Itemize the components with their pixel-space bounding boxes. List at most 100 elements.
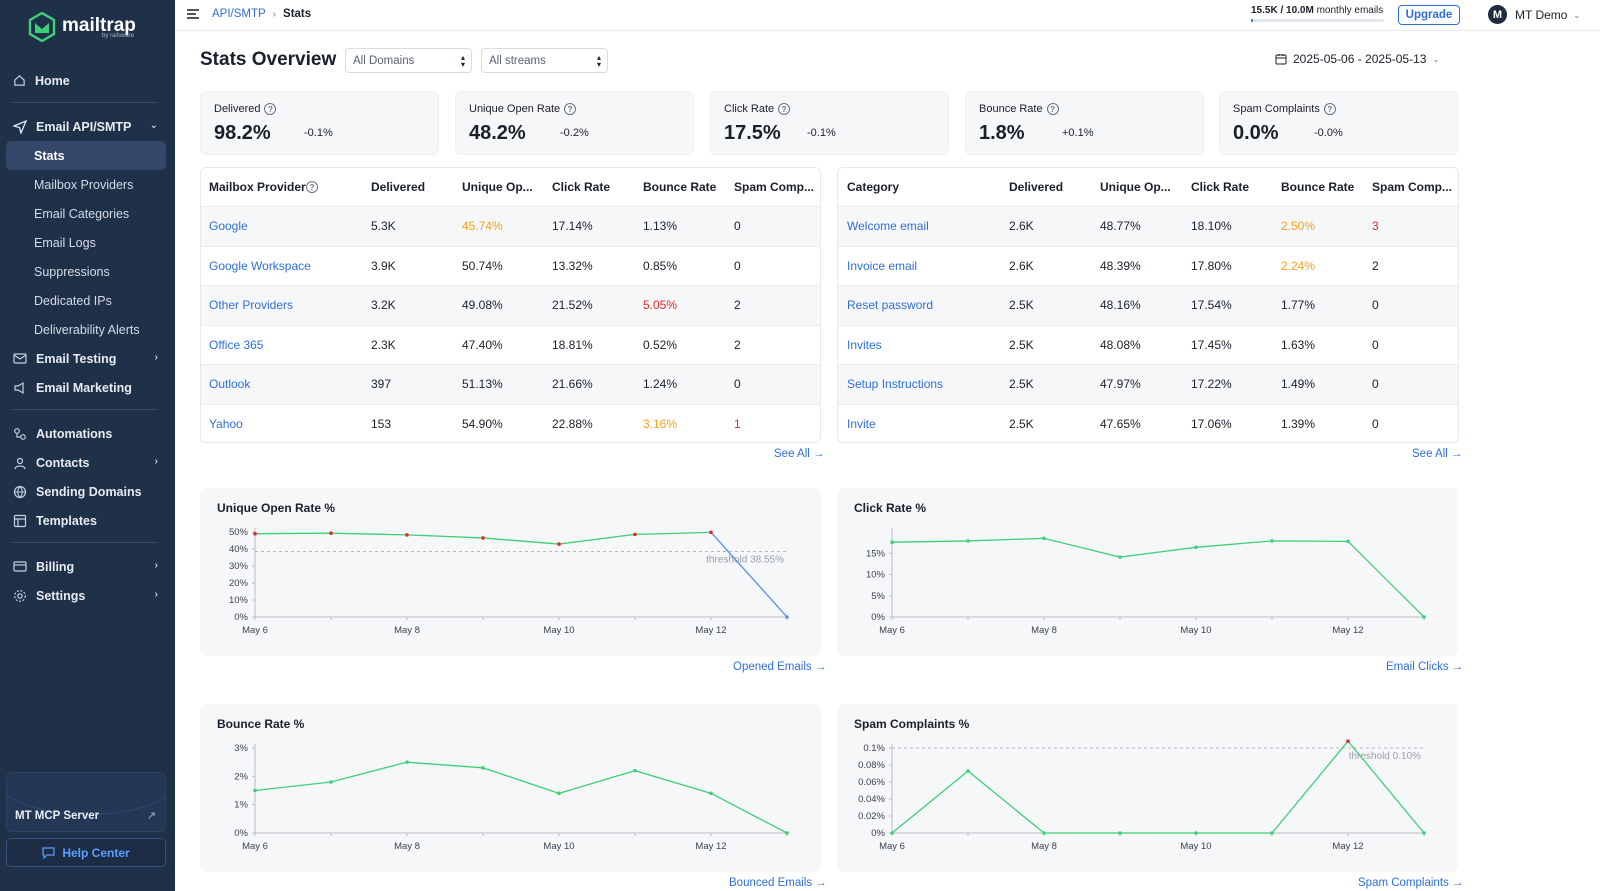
breadcrumb-stats: Stats <box>283 8 312 20</box>
table-cell: 397 <box>371 377 392 391</box>
breadcrumb-api-smtp[interactable]: API/SMTP <box>212 8 266 20</box>
column-header[interactable]: Click Rate <box>1191 180 1250 194</box>
column-header[interactable]: Spam Comp... <box>1372 180 1452 194</box>
nav-deliverability-alerts[interactable]: Deliverability Alerts <box>34 322 140 337</box>
chevron-down-icon: ⌄ <box>1573 10 1581 20</box>
nav-dedicated-ips[interactable]: Dedicated IPs <box>34 293 112 308</box>
kpi-delta: +0.1% <box>1062 127 1094 139</box>
table-cell: 2.5K <box>1009 416 1034 431</box>
series-segment <box>1347 540 1425 618</box>
help-icon[interactable]: ? <box>778 103 791 115</box>
menu-icon[interactable] <box>186 8 200 20</box>
nav-email-logs[interactable]: Email Logs <box>34 235 96 250</box>
table-cell: 0.85% <box>643 258 678 273</box>
chart-title: Spam Complaints % <box>854 717 970 731</box>
nav-stats[interactable]: Stats <box>6 141 166 170</box>
x-tick-label: May 10 <box>543 625 574 636</box>
row-name-link[interactable]: Outlook <box>209 377 251 391</box>
stream-select[interactable]: All streams ▴ ▾ <box>481 48 608 73</box>
kpi-label: Spam Complaints <box>1233 103 1320 115</box>
series-segment <box>558 533 636 545</box>
see-all-categories-link[interactable]: See All → <box>1412 448 1463 460</box>
row-name-link[interactable]: Setup Instructions <box>847 377 944 391</box>
row-name-link[interactable]: Office 365 <box>209 337 264 352</box>
x-tick-label: May 6 <box>879 625 905 636</box>
column-header[interactable]: Unique Op... <box>1100 180 1171 194</box>
row-name-link[interactable]: Yahoo <box>209 416 243 431</box>
column-header[interactable]: Delivered <box>1009 180 1064 194</box>
series-segment <box>710 792 788 834</box>
upgrade-button[interactable]: Upgrade <box>1398 5 1460 25</box>
chat-icon <box>42 846 55 859</box>
table-row: Welcome email 2.6K 48.77% 18.10% 2.50% 3 <box>838 207 1458 247</box>
column-header[interactable]: Bounce Rate <box>643 180 717 194</box>
nav-mailbox-providers[interactable]: Mailbox Providers <box>34 177 134 192</box>
data-point <box>1270 539 1274 543</box>
data-point <box>785 615 789 619</box>
row-name-link[interactable]: Other Providers <box>209 298 294 312</box>
threshold-label: threshold 38.55% <box>706 554 784 565</box>
user-menu[interactable]: MT Demo ⌄ <box>1515 8 1580 22</box>
nav-contacts[interactable]: Contacts › <box>6 448 166 477</box>
column-header[interactable]: Spam Comp... <box>734 180 814 194</box>
series-segment <box>330 532 408 536</box>
table-cell: 17.45% <box>1191 337 1232 352</box>
bounced-emails-link[interactable]: Bounced Emails → <box>729 877 827 889</box>
kpi-delta: -0.0% <box>1314 127 1343 139</box>
spam-complaints-link[interactable]: Spam Complaints → <box>1358 877 1464 889</box>
help-icon[interactable]: ? <box>1323 103 1336 115</box>
y-tick-label: 0.02% <box>858 811 885 822</box>
row-name-link[interactable]: Invite <box>847 416 876 431</box>
row-name-link[interactable]: Welcome email <box>847 219 929 233</box>
nav-email-categories[interactable]: Email Categories <box>34 206 130 221</box>
mcp-server-card[interactable]: MT MCP Server ↗ <box>6 772 166 832</box>
help-icon[interactable]: ? <box>564 103 577 115</box>
help-center-button[interactable]: Help Center <box>6 838 166 867</box>
help-icon[interactable]: ? <box>306 181 318 193</box>
column-header[interactable]: Bounce Rate <box>1281 180 1355 194</box>
column-header[interactable]: Unique Op... <box>462 180 533 194</box>
series-segment <box>558 770 636 794</box>
opened-emails-link[interactable]: Opened Emails → <box>733 661 827 673</box>
nav-email-marketing-label: Email Marketing <box>36 380 132 395</box>
series-segment <box>634 531 712 536</box>
nav-sending-domains[interactable]: Sending Domains <box>6 477 166 506</box>
help-icon[interactable]: ? <box>264 103 277 115</box>
nav-email-api[interactable]: Email API/SMTP ⌄ <box>6 112 166 141</box>
column-header[interactable]: Mailbox Provider <box>209 180 306 194</box>
table-cell: 21.66% <box>552 377 593 391</box>
table-cell: 45.74% <box>462 219 503 233</box>
email-clicks-link[interactable]: Email Clicks → <box>1386 661 1464 673</box>
nav-templates[interactable]: Templates <box>6 506 166 535</box>
series-segment <box>406 534 484 539</box>
nav-suppressions[interactable]: Suppressions <box>34 264 110 279</box>
row-name-link[interactable]: Google <box>209 219 248 233</box>
table-cell: 3 <box>1372 219 1379 233</box>
date-range-picker[interactable]: 2025-05-06 - 2025-05-13 ⌄ <box>1275 52 1439 66</box>
nav-email-testing[interactable]: Email Testing › <box>6 344 166 373</box>
kpi-value: 1.8% <box>979 122 1025 144</box>
row-name-link[interactable]: Google Workspace <box>209 258 311 273</box>
brand-logo[interactable]: mailtrap by railsware <box>28 12 136 42</box>
data-point <box>1346 539 1350 544</box>
stream-select-value: All streams <box>489 54 546 67</box>
table-cell: 1.24% <box>643 377 678 391</box>
nav-automations[interactable]: Automations <box>6 419 166 448</box>
help-icon[interactable]: ? <box>1046 103 1059 115</box>
nav-email-api-label: Email API/SMTP <box>36 119 132 134</box>
nav-email-marketing[interactable]: Email Marketing <box>6 373 166 402</box>
data-point <box>966 539 970 543</box>
avatar[interactable]: M <box>1488 5 1507 24</box>
nav-home[interactable]: Home <box>6 66 166 95</box>
nav-billing[interactable]: Billing › <box>6 552 166 581</box>
column-header[interactable]: Category <box>847 180 900 194</box>
table-cell: 1.49% <box>1281 377 1316 391</box>
nav-settings[interactable]: Settings › <box>6 581 166 610</box>
column-header[interactable]: Click Rate <box>552 180 611 194</box>
domain-select[interactable]: All Domains ▴ ▾ <box>345 48 472 73</box>
row-name-link[interactable]: Reset password <box>847 298 934 312</box>
see-all-providers-link[interactable]: See All → <box>774 448 825 460</box>
row-name-link[interactable]: Invites <box>847 337 882 352</box>
row-name-link[interactable]: Invoice email <box>847 258 918 273</box>
column-header[interactable]: Delivered <box>371 180 426 194</box>
